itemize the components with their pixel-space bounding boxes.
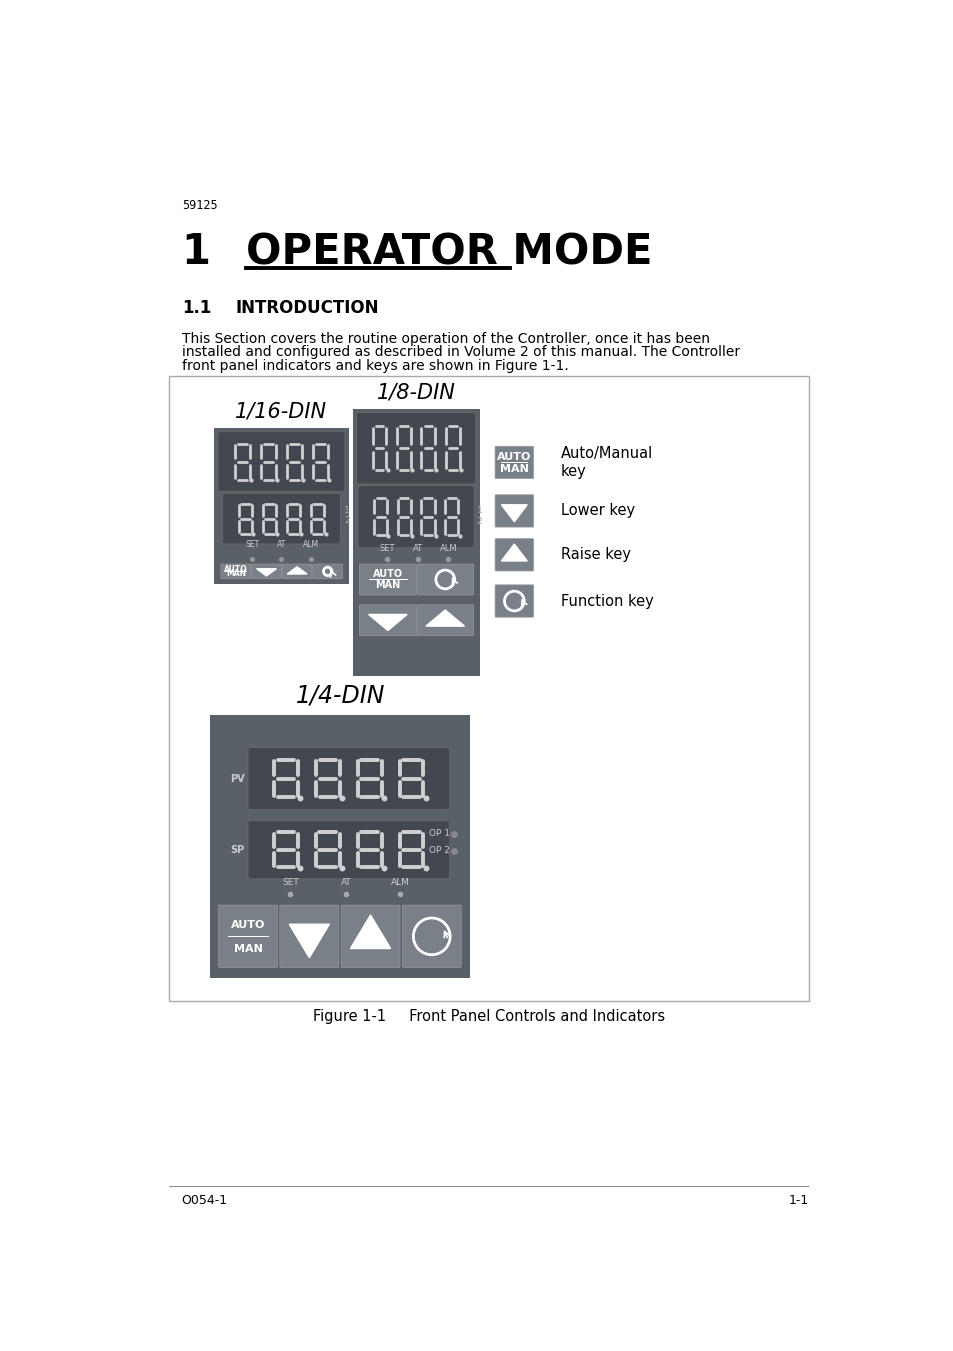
Text: SET: SET bbox=[281, 878, 298, 888]
Text: O054-1: O054-1 bbox=[181, 1194, 228, 1206]
Polygon shape bbox=[501, 544, 527, 561]
Text: OP 1: OP 1 bbox=[428, 830, 449, 838]
Text: Function key: Function key bbox=[560, 593, 653, 608]
Text: PV: PV bbox=[230, 774, 244, 784]
Bar bbox=[353, 408, 479, 677]
Text: Raise key: Raise key bbox=[560, 547, 630, 562]
Text: Auto/Manual
key: Auto/Manual key bbox=[560, 446, 652, 480]
Text: AUTO: AUTO bbox=[373, 569, 402, 580]
Text: ALM: ALM bbox=[302, 540, 318, 550]
Text: This Section covers the routine operation of the Controller, once it has been: This Section covers the routine operatio… bbox=[181, 331, 709, 346]
Polygon shape bbox=[501, 505, 527, 521]
Bar bbox=[213, 428, 349, 584]
FancyBboxPatch shape bbox=[402, 905, 460, 967]
Text: AT: AT bbox=[341, 878, 352, 888]
FancyBboxPatch shape bbox=[359, 565, 416, 594]
Polygon shape bbox=[289, 924, 329, 958]
FancyBboxPatch shape bbox=[341, 905, 399, 967]
FancyBboxPatch shape bbox=[495, 539, 533, 571]
Text: 1-1: 1-1 bbox=[787, 1194, 807, 1206]
Polygon shape bbox=[368, 615, 407, 631]
Text: AUTO: AUTO bbox=[497, 451, 531, 462]
FancyBboxPatch shape bbox=[252, 565, 281, 578]
Bar bbox=[210, 715, 470, 978]
Text: 1: 1 bbox=[181, 231, 211, 273]
Text: INTRODUCTION: INTRODUCTION bbox=[235, 299, 378, 317]
FancyBboxPatch shape bbox=[221, 565, 251, 578]
Text: 1/4-DIN: 1/4-DIN bbox=[295, 684, 385, 708]
Text: 59125: 59125 bbox=[181, 199, 217, 212]
Text: MAN: MAN bbox=[226, 570, 246, 578]
Text: AUTO: AUTO bbox=[231, 920, 265, 931]
FancyBboxPatch shape bbox=[416, 605, 473, 636]
FancyBboxPatch shape bbox=[222, 493, 340, 544]
Text: 1: 1 bbox=[344, 507, 350, 516]
FancyBboxPatch shape bbox=[359, 605, 416, 636]
Text: 1.1: 1.1 bbox=[181, 299, 211, 317]
Text: 1: 1 bbox=[476, 505, 482, 515]
Text: front panel indicators and keys are shown in Figure 1-1.: front panel indicators and keys are show… bbox=[181, 359, 568, 373]
Text: OP 2: OP 2 bbox=[428, 846, 449, 855]
Text: Figure 1-1     Front Panel Controls and Indicators: Figure 1-1 Front Panel Controls and Indi… bbox=[313, 1009, 664, 1024]
FancyBboxPatch shape bbox=[313, 565, 342, 578]
Text: OPERATOR MODE: OPERATOR MODE bbox=[246, 231, 652, 273]
FancyBboxPatch shape bbox=[282, 565, 312, 578]
Polygon shape bbox=[287, 567, 307, 574]
FancyBboxPatch shape bbox=[495, 446, 533, 478]
Text: AUTO: AUTO bbox=[224, 565, 248, 574]
Polygon shape bbox=[425, 611, 464, 626]
Text: 2: 2 bbox=[344, 516, 350, 524]
Text: SET: SET bbox=[245, 540, 259, 550]
Text: MAN: MAN bbox=[375, 581, 400, 590]
FancyBboxPatch shape bbox=[217, 431, 345, 492]
Text: Lower key: Lower key bbox=[560, 504, 634, 519]
FancyBboxPatch shape bbox=[218, 905, 277, 967]
Text: 1/16-DIN: 1/16-DIN bbox=[235, 401, 327, 422]
Text: 1/8-DIN: 1/8-DIN bbox=[376, 382, 456, 403]
Text: AT: AT bbox=[276, 540, 286, 550]
Text: ALM: ALM bbox=[391, 878, 410, 888]
FancyBboxPatch shape bbox=[495, 494, 533, 527]
FancyBboxPatch shape bbox=[495, 585, 533, 617]
Text: MAN: MAN bbox=[233, 943, 262, 954]
Polygon shape bbox=[350, 915, 390, 948]
FancyBboxPatch shape bbox=[279, 905, 338, 967]
Text: 2: 2 bbox=[476, 517, 481, 526]
Text: MAN: MAN bbox=[499, 463, 528, 474]
Text: SET: SET bbox=[378, 544, 395, 554]
Bar bbox=[170, 376, 808, 1001]
FancyBboxPatch shape bbox=[248, 820, 449, 880]
Text: installed and configured as described in Volume 2 of this manual. The Controller: installed and configured as described in… bbox=[181, 346, 739, 359]
FancyBboxPatch shape bbox=[356, 412, 476, 484]
FancyBboxPatch shape bbox=[416, 565, 473, 594]
Polygon shape bbox=[256, 569, 276, 576]
FancyBboxPatch shape bbox=[357, 485, 474, 549]
FancyBboxPatch shape bbox=[248, 747, 449, 809]
Text: AT: AT bbox=[413, 544, 422, 554]
Text: ALM: ALM bbox=[439, 544, 456, 554]
Text: SP: SP bbox=[230, 844, 244, 855]
